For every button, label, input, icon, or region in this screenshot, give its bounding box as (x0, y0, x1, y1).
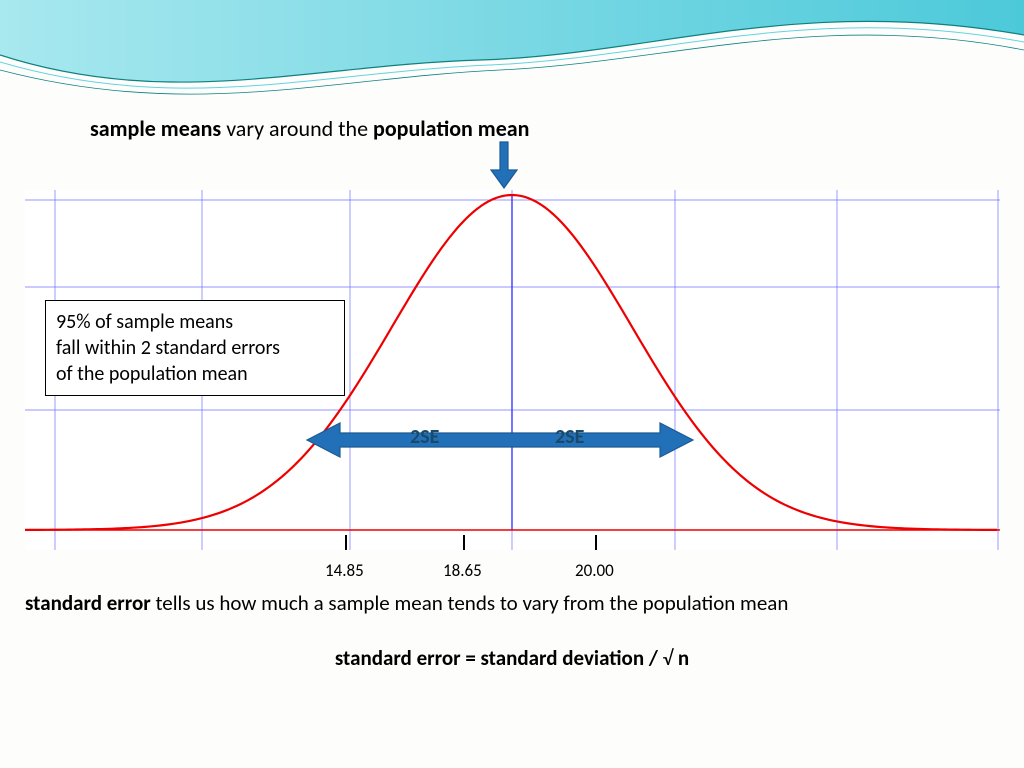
axis-tick (345, 535, 347, 550)
down-arrow-icon (489, 140, 519, 190)
standard-error-formula: standard error = standard deviation / √ … (0, 645, 1024, 671)
axis-tick-label: 14.85 (325, 560, 364, 581)
info-line: 95% of sample means (56, 309, 334, 335)
info-line: fall within 2 standard errors (56, 335, 334, 361)
axis-tick-label: 18.65 (443, 560, 482, 581)
se-label-right: 2SE (555, 425, 584, 449)
axis-tick (463, 535, 465, 550)
axis-tick-label: 20.00 (575, 560, 614, 581)
info-line: of the population mean (56, 361, 334, 387)
se-label-left: 2SE (410, 425, 439, 449)
axis-tick (595, 535, 597, 550)
info-box: 95% of sample means fall within 2 standa… (45, 300, 345, 396)
title-text: sample means vary around the population … (90, 115, 529, 142)
two-se-arrow-icon (305, 420, 695, 460)
standard-error-description: standard error tells us how much a sampl… (25, 590, 788, 616)
